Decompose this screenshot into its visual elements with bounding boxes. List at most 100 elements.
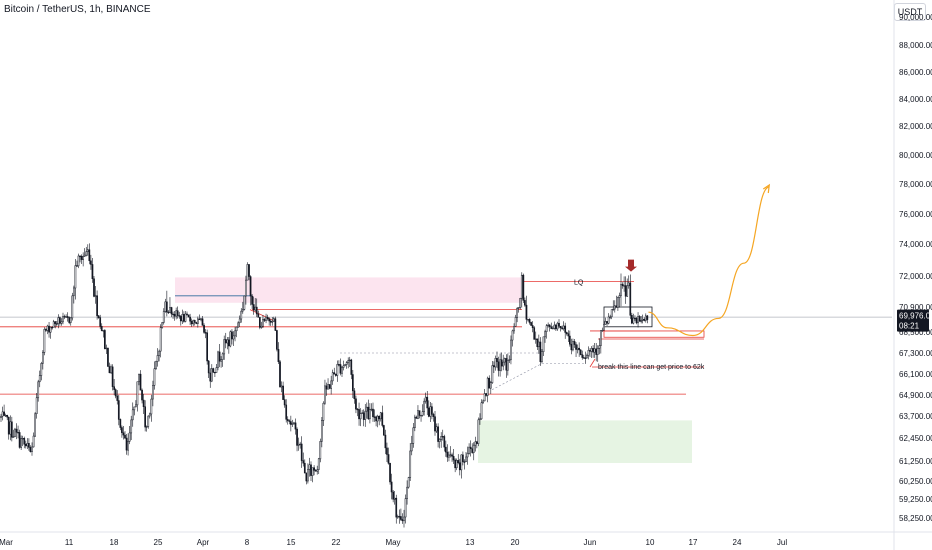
candle <box>4 413 7 418</box>
candle <box>586 353 588 359</box>
candle <box>203 323 205 334</box>
candle <box>135 400 137 408</box>
candle <box>77 253 80 269</box>
candle <box>533 326 536 340</box>
candle <box>159 324 162 358</box>
candle <box>7 416 10 440</box>
candle <box>432 412 435 422</box>
y-tick-label: 76,000.00 <box>899 210 932 219</box>
candle <box>641 314 644 324</box>
candle <box>296 427 298 452</box>
candle <box>15 423 18 440</box>
demand-zone <box>478 420 692 463</box>
candle <box>49 326 52 339</box>
candle <box>217 350 219 371</box>
candle <box>559 325 562 332</box>
candle <box>576 344 579 354</box>
candle <box>166 290 168 317</box>
candle <box>197 316 199 328</box>
candle <box>142 393 145 415</box>
candle <box>530 321 532 326</box>
candle <box>373 409 376 422</box>
candle <box>438 438 441 449</box>
candle <box>626 278 629 297</box>
candle <box>68 316 71 325</box>
candle <box>200 317 202 322</box>
candle <box>139 370 142 391</box>
candle <box>255 298 258 318</box>
break-connector <box>589 358 596 368</box>
candle <box>452 448 455 465</box>
candle <box>352 370 354 399</box>
candle <box>189 313 191 326</box>
candle <box>114 388 117 399</box>
candle <box>514 314 517 327</box>
candle <box>489 380 492 394</box>
candle <box>299 441 301 449</box>
candle <box>232 331 235 347</box>
candle <box>206 329 209 365</box>
y-tick-label: 70,900.00 <box>899 303 932 312</box>
candle <box>502 354 505 371</box>
candle <box>386 442 388 462</box>
candle <box>542 336 545 357</box>
candle <box>400 508 402 521</box>
candle <box>485 393 487 397</box>
candle <box>42 350 44 370</box>
candle <box>629 274 632 320</box>
candle <box>555 324 557 332</box>
candle <box>307 463 309 484</box>
candle <box>215 364 218 373</box>
candle <box>525 295 528 324</box>
candle <box>414 414 416 432</box>
candle <box>310 461 312 482</box>
candle <box>6 414 9 421</box>
candle <box>29 445 32 453</box>
candle <box>24 440 27 449</box>
candle <box>224 332 227 349</box>
candle <box>176 306 179 319</box>
candle <box>125 433 128 455</box>
candle <box>262 314 264 329</box>
candle <box>379 411 382 422</box>
candle <box>186 311 188 316</box>
candle <box>451 452 453 462</box>
candle <box>600 329 602 354</box>
candle <box>510 335 512 365</box>
candle <box>491 361 494 384</box>
candle <box>141 388 143 404</box>
candle <box>73 285 75 304</box>
y-tick-label: 82,000.00 <box>899 122 932 131</box>
candle <box>179 315 182 326</box>
y-tick-label: 86,000.00 <box>899 68 932 77</box>
candle <box>556 321 559 331</box>
candle <box>620 273 622 307</box>
candle <box>288 419 291 425</box>
candle <box>339 358 342 376</box>
candle <box>536 338 539 350</box>
current-price-value: 69,976.00 <box>899 312 932 321</box>
candle <box>544 329 546 343</box>
candle <box>644 313 647 323</box>
candle <box>395 494 398 524</box>
candle <box>435 423 438 434</box>
candle <box>322 401 325 427</box>
candle <box>384 429 387 455</box>
candle <box>136 381 139 412</box>
candle <box>240 308 243 323</box>
candle <box>364 404 367 427</box>
candle <box>587 346 590 360</box>
candle <box>131 402 134 427</box>
candle <box>201 315 204 326</box>
candle <box>195 321 198 325</box>
candle <box>17 425 19 439</box>
candle <box>528 318 531 325</box>
candle <box>621 282 624 289</box>
candle <box>593 343 596 358</box>
y-tick-label: 78,000.00 <box>899 180 932 189</box>
candle <box>274 316 277 332</box>
candle <box>300 436 303 468</box>
candle <box>393 490 396 505</box>
candle <box>370 403 373 412</box>
